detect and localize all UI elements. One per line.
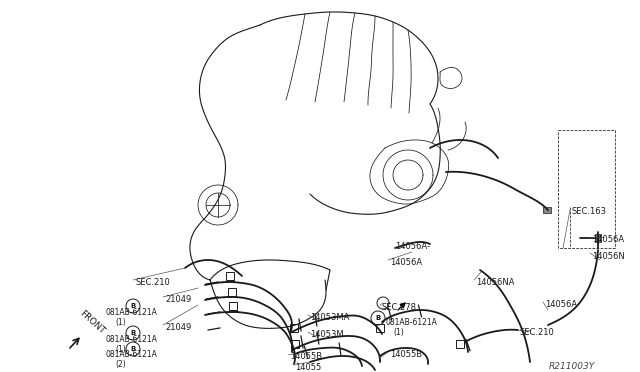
Text: FRONT: FRONT — [77, 308, 106, 336]
Text: 14056A: 14056A — [545, 300, 577, 309]
Text: 14056N: 14056N — [592, 252, 625, 261]
Text: R211003Y: R211003Y — [548, 362, 595, 371]
Bar — [226, 272, 234, 280]
Text: (1): (1) — [115, 345, 125, 354]
Text: B: B — [376, 315, 381, 321]
Bar — [228, 288, 236, 296]
Bar — [456, 340, 464, 348]
Text: B: B — [131, 303, 136, 309]
Bar — [290, 324, 298, 332]
Text: 14053MA: 14053MA — [310, 313, 349, 322]
Text: 14053M: 14053M — [310, 330, 344, 339]
Text: 081AB-6121A: 081AB-6121A — [105, 335, 157, 344]
Bar — [376, 324, 384, 332]
Text: (1): (1) — [115, 318, 125, 327]
Text: 14056A: 14056A — [390, 258, 422, 267]
Bar — [595, 234, 601, 242]
Text: (2): (2) — [115, 360, 125, 369]
Text: B: B — [131, 346, 136, 352]
Bar — [543, 207, 551, 213]
Text: 14056A: 14056A — [592, 235, 624, 244]
Text: 14055B: 14055B — [390, 350, 422, 359]
Text: 081AB-6121A: 081AB-6121A — [105, 350, 157, 359]
Text: 21049: 21049 — [165, 295, 191, 304]
Text: SEC.163: SEC.163 — [572, 207, 607, 216]
Text: SEC.278: SEC.278 — [382, 303, 417, 312]
Bar — [291, 340, 299, 348]
Text: 21049: 21049 — [165, 323, 191, 332]
Text: 14056NA: 14056NA — [476, 278, 515, 287]
Text: 081AB-6121A: 081AB-6121A — [105, 308, 157, 317]
Text: SEC.210: SEC.210 — [135, 278, 170, 287]
Text: 14056A-: 14056A- — [395, 242, 430, 251]
Text: 14055B: 14055B — [290, 352, 322, 361]
Text: (1): (1) — [393, 328, 404, 337]
Text: 081AB-6121A: 081AB-6121A — [385, 318, 437, 327]
Text: SEC.210: SEC.210 — [520, 328, 555, 337]
Text: 14055: 14055 — [295, 363, 321, 372]
Bar — [229, 302, 237, 310]
Text: B: B — [131, 330, 136, 336]
